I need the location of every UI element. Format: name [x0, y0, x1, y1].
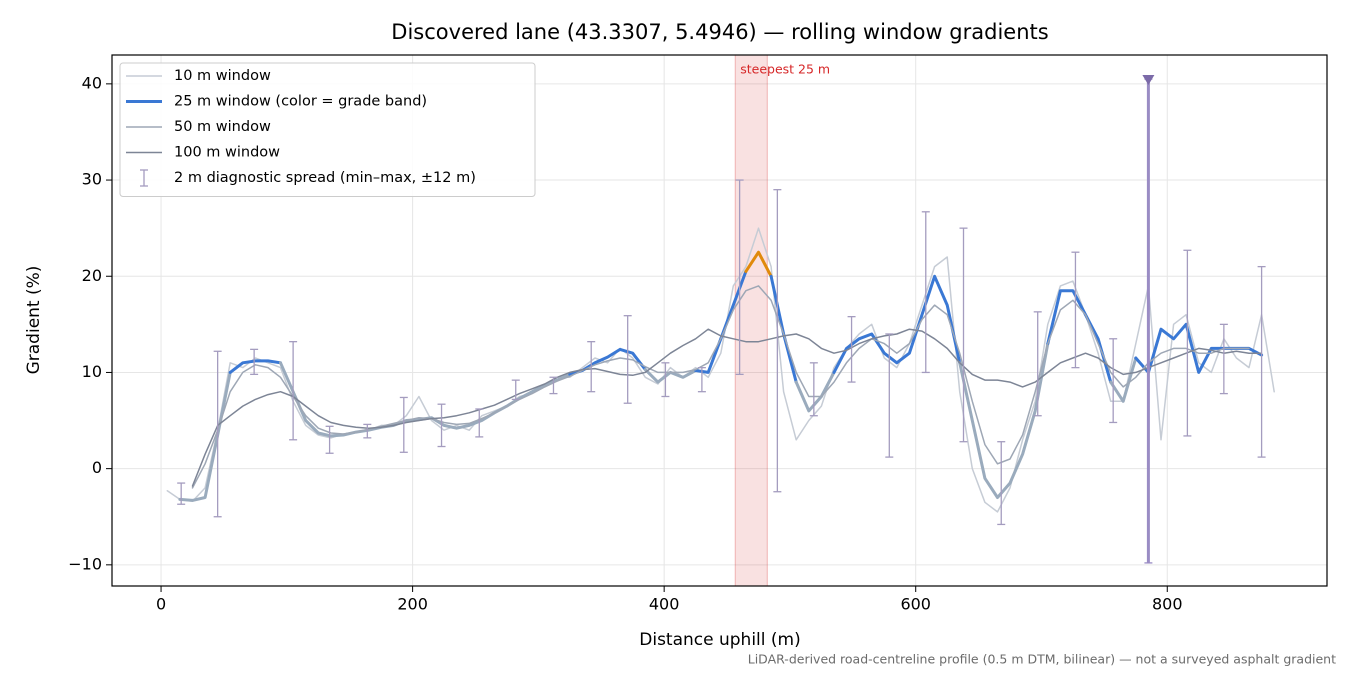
band-line	[744, 250, 773, 278]
y-tick-label: 30	[82, 170, 102, 189]
band-line	[1046, 289, 1113, 384]
steepest-span	[734, 54, 768, 587]
band-line	[228, 359, 282, 374]
band-line	[958, 342, 1050, 499]
legend-box	[119, 62, 536, 197]
y-tick-label: 0	[92, 458, 102, 477]
band-line	[832, 274, 962, 374]
legend-label: 100 m window	[174, 145, 280, 161]
series-line	[191, 328, 1263, 487]
footnote: LiDAR-derived road-centreline profile (0…	[748, 652, 1336, 667]
x-tick-label: 0	[156, 595, 166, 614]
legend-label: 25 m window (color = grade band)	[174, 94, 427, 110]
x-tick-label: 400	[649, 595, 680, 614]
legend-label: 50 m window	[174, 119, 271, 135]
spread-highlight-marker	[1142, 75, 1155, 86]
axes-frame	[111, 54, 1328, 587]
chart-title: Discovered lane (43.3307, 5.4946) — roll…	[391, 20, 1048, 44]
y-tick-label: 40	[82, 73, 102, 92]
legend-label: 2 m diagnostic spread (min–max, ±12 m)	[174, 170, 476, 186]
y-tick-label: 10	[82, 362, 102, 381]
series-line	[191, 285, 1250, 489]
legend-label: 10 m window	[174, 68, 271, 84]
x-tick-label: 200	[397, 595, 428, 614]
legend: 10 m window 25 m window (color = grade ba…	[119, 62, 536, 197]
x-tick-label: 800	[1152, 595, 1183, 614]
band-line	[178, 370, 232, 502]
y-tick-label: −10	[68, 554, 102, 573]
x-tick-label: 600	[900, 595, 931, 614]
y-axis-label: Gradient (%)	[24, 266, 44, 375]
plot-area	[166, 54, 1275, 587]
band-line	[794, 370, 836, 413]
y-tick-label: 20	[82, 266, 102, 285]
steepest-label: steepest 25 m	[740, 62, 830, 77]
x-axis-label: Distance uphill (m)	[639, 630, 800, 650]
